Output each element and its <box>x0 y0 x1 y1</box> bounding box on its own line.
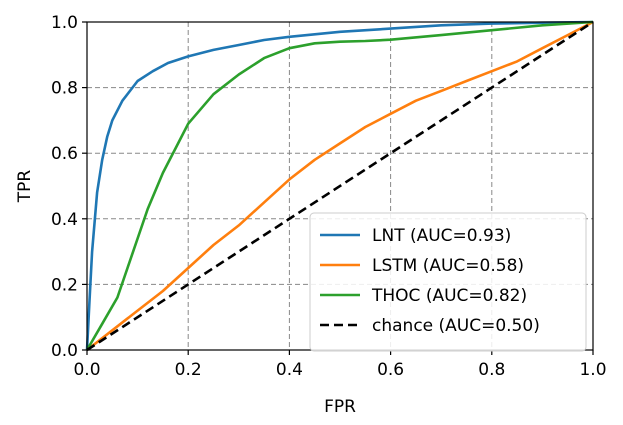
x-tick-label: 0.0 <box>73 360 100 380</box>
y-tick-label: 0.0 <box>51 341 78 361</box>
y-tick-label: 0.4 <box>51 210 78 230</box>
legend-box <box>309 212 587 352</box>
x-tick-label: 0.6 <box>377 360 404 380</box>
y-tick-label: 0.2 <box>51 275 78 295</box>
series-line-2 <box>85 20 594 351</box>
y-tick-label: 0.8 <box>51 79 78 99</box>
series-group <box>85 20 594 352</box>
y-axis-label: TPR <box>15 170 35 204</box>
series-line-3 <box>86 20 594 352</box>
x-tick-label: 1.0 <box>579 360 606 380</box>
x-tick-label: 0.4 <box>276 360 303 380</box>
x-axis-label: FPR <box>324 397 356 417</box>
y-tick-label: 0.6 <box>51 144 78 164</box>
legend-label-3: chance (AUC=0.50) <box>372 316 540 336</box>
legend-label-1: LSTM (AUC=0.58) <box>372 256 524 276</box>
ticks: 0.0 0.2 0.4 0.6 0.8 1.0 0.0 0.2 0.4 0.6 0.8 1.0 <box>51 13 607 380</box>
x-tick-label: 0.8 <box>478 360 505 380</box>
legend-label-0: LNT (AUC=0.93) <box>372 226 511 246</box>
series-line-0 <box>85 20 594 351</box>
series-line-1 <box>86 20 594 352</box>
x-tick-label: 0.2 <box>175 360 202 380</box>
y-tick-label: 1.0 <box>51 13 78 33</box>
legend: LNT (AUC=0.93) LSTM (AUC=0.58) THOC (AUC=0… <box>309 212 587 352</box>
legend-label-2: THOC (AUC=0.82) <box>371 286 527 306</box>
